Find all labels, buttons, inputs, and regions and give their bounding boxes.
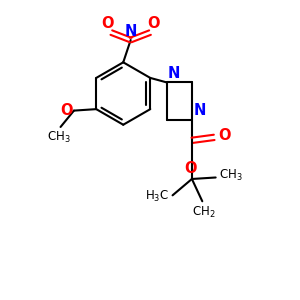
Text: CH$_3$: CH$_3$ bbox=[47, 130, 71, 145]
Text: O: O bbox=[219, 128, 231, 143]
Text: O: O bbox=[60, 103, 72, 118]
Text: O: O bbox=[101, 16, 114, 31]
Text: H$_3$C: H$_3$C bbox=[145, 189, 169, 204]
Text: CH$_2$: CH$_2$ bbox=[192, 205, 216, 220]
Text: N: N bbox=[168, 66, 181, 81]
Text: N: N bbox=[124, 23, 137, 38]
Text: N: N bbox=[194, 103, 206, 118]
Text: O: O bbox=[147, 16, 160, 31]
Text: CH$_3$: CH$_3$ bbox=[219, 168, 243, 183]
Text: O: O bbox=[184, 161, 197, 176]
